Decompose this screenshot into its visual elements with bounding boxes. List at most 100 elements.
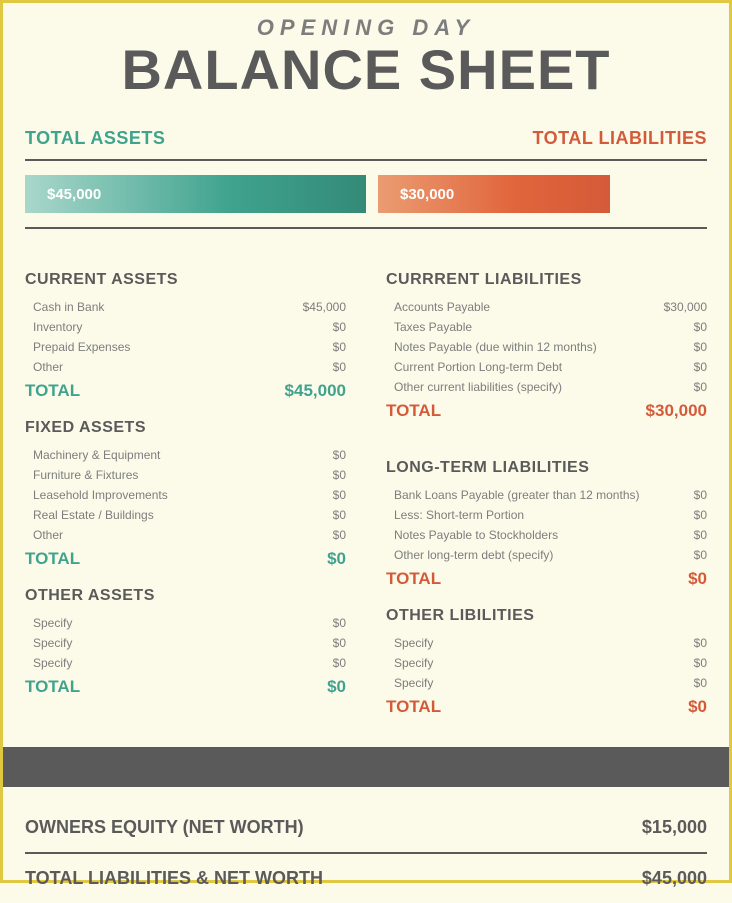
other-assets-items: Specify$0Specify$0Specify$0 [25,613,346,673]
assets-column: CURRENT ASSETS Cash in Bank $45,000 Invent… [25,253,346,717]
line-item-label: Bank Loans Payable (greater than 12 mont… [386,488,639,502]
line-item: Specify $0 [386,633,707,653]
line-item-label: Leasehold Improvements [25,488,168,502]
line-item-label: Specify [386,656,433,670]
current-assets-total-label: TOTAL [25,381,80,401]
line-item: Specify $0 [386,673,707,693]
line-item: Specify $0 [25,653,346,673]
line-item-value: $0 [694,380,707,394]
line-item-value: $0 [333,656,346,670]
other-assets-title: OTHER ASSETS [25,587,346,605]
liabilities-column: CURRRENT LIABILITIES Accounts Payable$30… [386,253,707,717]
line-item-label: Less: Short-term Portion [386,508,524,522]
line-item-value: $0 [333,488,346,502]
line-item-value: $0 [333,360,346,374]
line-item-label: Machinery & Equipment [25,448,160,462]
line-item-label: Inventory [25,320,82,334]
longterm-liabilities-title: LONG-TERM LIABILITIES [386,459,707,477]
line-item-label: Specify [386,676,433,690]
line-item: Specify$0 [386,653,707,673]
line-item-value: $0 [333,448,346,462]
line-item: Cash in Bank $45,000 [25,297,346,317]
line-item-value: $0 [694,488,707,502]
line-item-value: $0 [333,340,346,354]
line-item-label: Specify [386,636,433,650]
fixed-assets-title: FIXED ASSETS [25,419,346,437]
current-liabilities-total-label: TOTAL [386,401,441,421]
line-item-value: $0 [333,636,346,650]
line-item-label: Current Portion Long-term Debt [386,360,562,374]
line-item-value: $0 [694,528,707,542]
line-item-label: Prepaid Expenses [25,340,130,354]
line-item: Machinery & Equipment $0 [25,445,346,465]
line-item: Leasehold Improvements $0 [25,485,346,505]
other-assets-total-label: TOTAL [25,677,80,697]
owners-equity-label: OWNERS EQUITY (NET WORTH) [25,817,304,838]
line-item: Notes Payable to Stockholders$0 [386,525,707,545]
grand-total-label: TOTAL LIABILITIES & NET WORTH [25,868,323,889]
assets-bar: $45,000 [25,175,366,213]
line-item-value: $0 [333,508,346,522]
fixed-assets-items: Machinery & Equipment$0Furniture & Fixtu… [25,445,346,545]
line-item-value: $0 [333,468,346,482]
other-assets-total-value: $0 [327,677,346,697]
line-item-label: Real Estate / Buildings [25,508,154,522]
current-assets-items: Cash in Bank$45,000Inventory$0Prepaid Ex… [25,297,346,377]
line-item-label: Other [25,360,63,374]
line-item-value: $0 [333,320,346,334]
line-item: Specify$0 [25,613,346,633]
line-item-label: Notes Payable (due within 12 months) [386,340,597,354]
line-item: Bank Loans Payable (greater than 12 mont… [386,485,707,505]
line-item-label: Other long-term debt (specify) [386,548,553,562]
current-liabilities-items: Accounts Payable$30,000Taxes Payable$0No… [386,297,707,397]
line-item-label: Furniture & Fixtures [25,468,138,482]
line-item: Accounts Payable $30,000 [386,297,707,317]
line-item: Other $0 [25,525,346,545]
line-item-value: $0 [333,616,346,630]
line-item: Other $0 [25,357,346,377]
line-item: Notes Payable (due within 12 months) $0 [386,337,707,357]
line-item-value: $45,000 [303,300,346,314]
line-item: Furniture & Fixtures $0 [25,465,346,485]
longterm-liabilities-items: Bank Loans Payable (greater than 12 mont… [386,485,707,565]
total-assets-label: TOTAL ASSETS [25,128,165,149]
line-item-value: $0 [694,636,707,650]
line-item-label: Taxes Payable [386,320,472,334]
owners-equity-value: $15,000 [642,817,707,838]
line-item: Other long-term debt (specify) $0 [386,545,707,565]
other-liabilities-total-label: TOTAL [386,697,441,717]
line-item: Inventory $0 [25,317,346,337]
line-item-label: Specify [25,636,72,650]
line-item-label: Cash in Bank [25,300,104,314]
current-assets-total-value: $45,000 [285,381,346,401]
line-item-value: $0 [694,360,707,374]
line-item-label: Accounts Payable [386,300,490,314]
line-item: Taxes Payable$0 [386,317,707,337]
line-item-label: Specify [25,656,72,670]
line-item-value: $0 [694,676,707,690]
line-item-value: $30,000 [664,300,707,314]
line-item: Prepaid Expenses $0 [25,337,346,357]
line-item-label: Other [25,528,63,542]
total-liabilities-label: TOTAL LIABILITIES [533,128,708,149]
other-liabilities-items: Specify$0Specify$0Specify$0 [386,633,707,693]
fixed-assets-total-label: TOTAL [25,549,80,569]
line-item-value: $0 [333,528,346,542]
line-item: Current Portion Long-term Debt $0 [386,357,707,377]
totals-bar-chart: $45,000 $30,000 [25,159,707,229]
line-item: Other current liabilities (specify) $0 [386,377,707,397]
line-item: Specify $0 [25,633,346,653]
page-title: BALANCE SHEET [25,37,707,102]
line-item-value: $0 [694,508,707,522]
line-item-value: $0 [694,340,707,354]
line-item-value: $0 [694,548,707,562]
current-liabilities-total-value: $30,000 [646,401,707,421]
fixed-assets-total-value: $0 [327,549,346,569]
line-item: Less: Short-term Portion $0 [386,505,707,525]
line-item: Real Estate / Buildings $0 [25,505,346,525]
current-assets-title: CURRENT ASSETS [25,271,346,289]
summary-divider [3,747,729,787]
grand-total-value: $45,000 [642,868,707,889]
line-item-label: Other current liabilities (specify) [386,380,562,394]
other-liabilities-total-value: $0 [688,697,707,717]
